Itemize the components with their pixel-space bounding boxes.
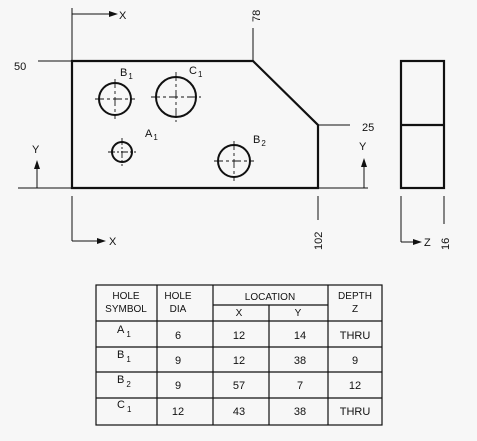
cell-y: 14 [294, 330, 306, 342]
table-grid [95, 284, 383, 426]
cell-z: 12 [349, 380, 361, 392]
header-dia-line1: HOLE [164, 291, 192, 302]
header-loc-y: Y [295, 308, 302, 319]
header-depth-line2: Z [352, 304, 358, 315]
z-arrow-head [413, 239, 422, 245]
front-view: X X Y Y 50 78 25 102 B1 C1 [14, 8, 374, 250]
side-view: Z 16 [399, 59, 452, 250]
cell-z: THRU [340, 330, 371, 342]
hole-c1-label: C1 [189, 65, 203, 79]
cell-x: 43 [233, 406, 245, 418]
x-arrow-bottom-head [97, 238, 106, 244]
cell-z: 9 [352, 355, 358, 367]
x-arrow-top-head [109, 11, 118, 17]
cell-z: THRU [340, 406, 371, 418]
axis-x-label-top: X [119, 10, 127, 22]
dim-16: 16 [440, 238, 452, 250]
hole-b2-label: B2 [253, 134, 266, 148]
dim-78: 78 [251, 10, 263, 22]
cell-y: 7 [297, 380, 303, 392]
part-outline [70, 59, 320, 190]
header-dia-line2: DIA [170, 304, 187, 315]
dim-102: 102 [313, 232, 325, 250]
axis-x-label-bottom: X [109, 236, 117, 248]
cell-x: 12 [233, 330, 245, 342]
header-loc-x: X [236, 308, 243, 319]
axis-y-label-left: Y [32, 144, 40, 156]
y-arrow-right-head [361, 158, 367, 167]
dim-25: 25 [362, 122, 374, 134]
hole-a1-label: A1 [145, 128, 158, 142]
cell-dia: 9 [175, 380, 181, 392]
y-arrow-left-head [34, 160, 40, 169]
cell-y: 38 [294, 406, 306, 418]
dim-50: 50 [14, 61, 26, 73]
axis-z-label: Z [424, 237, 431, 249]
cell-dia: 6 [175, 330, 181, 342]
hole-table: HOLE SYMBOL HOLE DIA LOCATION X Y DEPTH … [95, 284, 383, 426]
cell-dia: 12 [172, 406, 184, 418]
hole-a1: A1 [108, 128, 158, 166]
hole-b2: B2 [214, 134, 266, 181]
hole-b1-label: B1 [120, 67, 133, 81]
hole-b1: B1 [95, 67, 135, 119]
cell-dia: 9 [175, 355, 181, 367]
cell-x: 57 [233, 380, 245, 392]
cell-x: 12 [233, 355, 245, 367]
cell-y: 38 [294, 355, 306, 367]
header-symbol-line2: SYMBOL [105, 304, 147, 315]
hole-c1: C1 [151, 65, 203, 122]
header-location: LOCATION [245, 292, 295, 303]
header-depth-line1: DEPTH [338, 291, 372, 302]
axis-y-label-right: Y [359, 141, 367, 153]
header-symbol-line1: HOLE [112, 291, 140, 302]
